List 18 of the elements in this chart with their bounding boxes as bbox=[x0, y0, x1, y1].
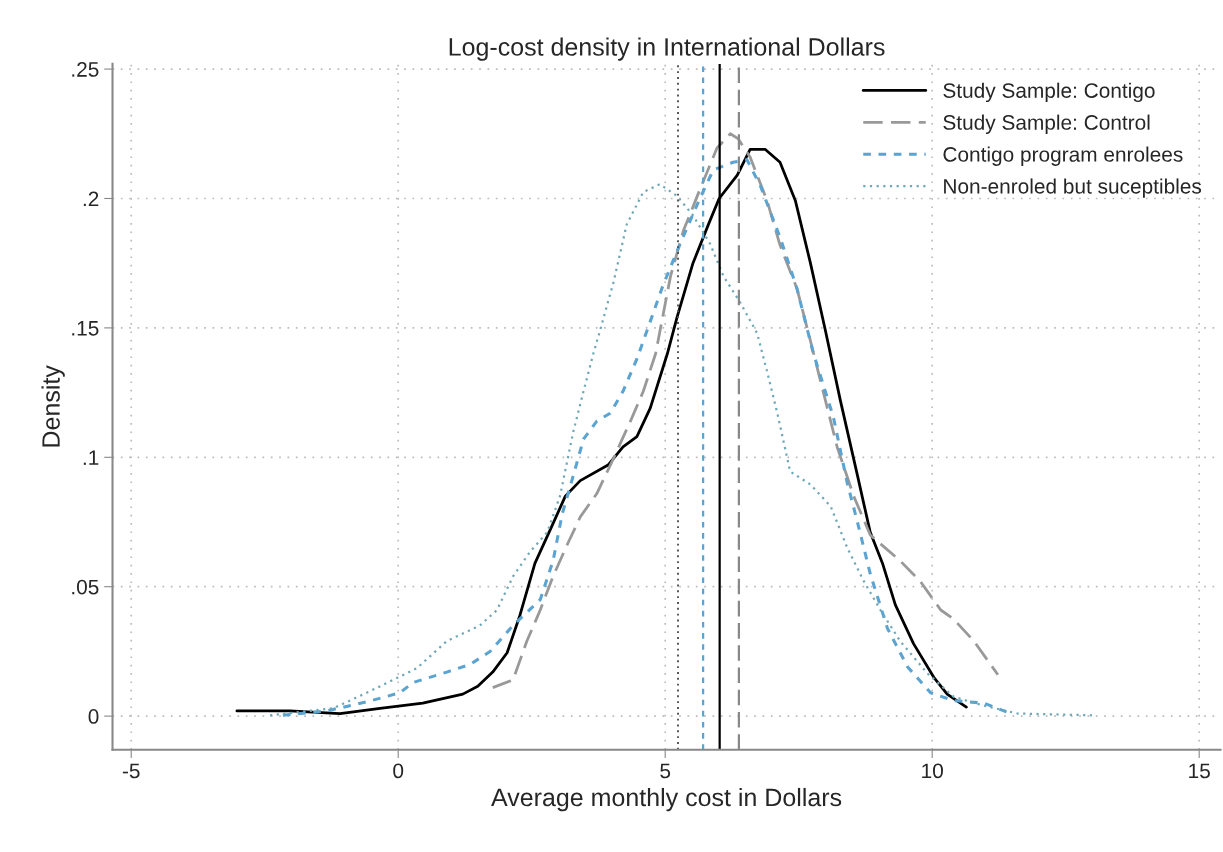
y-tick-label: .15 bbox=[72, 321, 99, 336]
legend-label: Contigo program enrolees bbox=[943, 146, 1183, 166]
x-tick-label: 5 bbox=[660, 763, 671, 779]
y-tick-label: .05 bbox=[72, 579, 99, 595]
x-axis-title: Average monthly cost in Dollars bbox=[491, 787, 842, 812]
x-tick-label: -5 bbox=[122, 763, 140, 779]
legend-label: Study Sample: Contigo bbox=[943, 82, 1155, 103]
y-tick-label: .25 bbox=[72, 62, 99, 77]
x-tick-label: 15 bbox=[1189, 763, 1210, 779]
x-tick-label: 0 bbox=[393, 763, 404, 779]
y-tick-label: 0 bbox=[88, 709, 99, 724]
chart-title: Log-cost density in International Dollars bbox=[449, 37, 885, 61]
legend-label: Non-enroled but suceptibles bbox=[944, 178, 1202, 198]
legend-label: Study Sample: Control bbox=[943, 114, 1150, 134]
x-tick-label: 10 bbox=[922, 763, 943, 779]
y-axis-title: Density bbox=[41, 365, 65, 447]
y-tick-label: .1 bbox=[83, 450, 99, 465]
y-tick-label: .2 bbox=[83, 191, 99, 207]
